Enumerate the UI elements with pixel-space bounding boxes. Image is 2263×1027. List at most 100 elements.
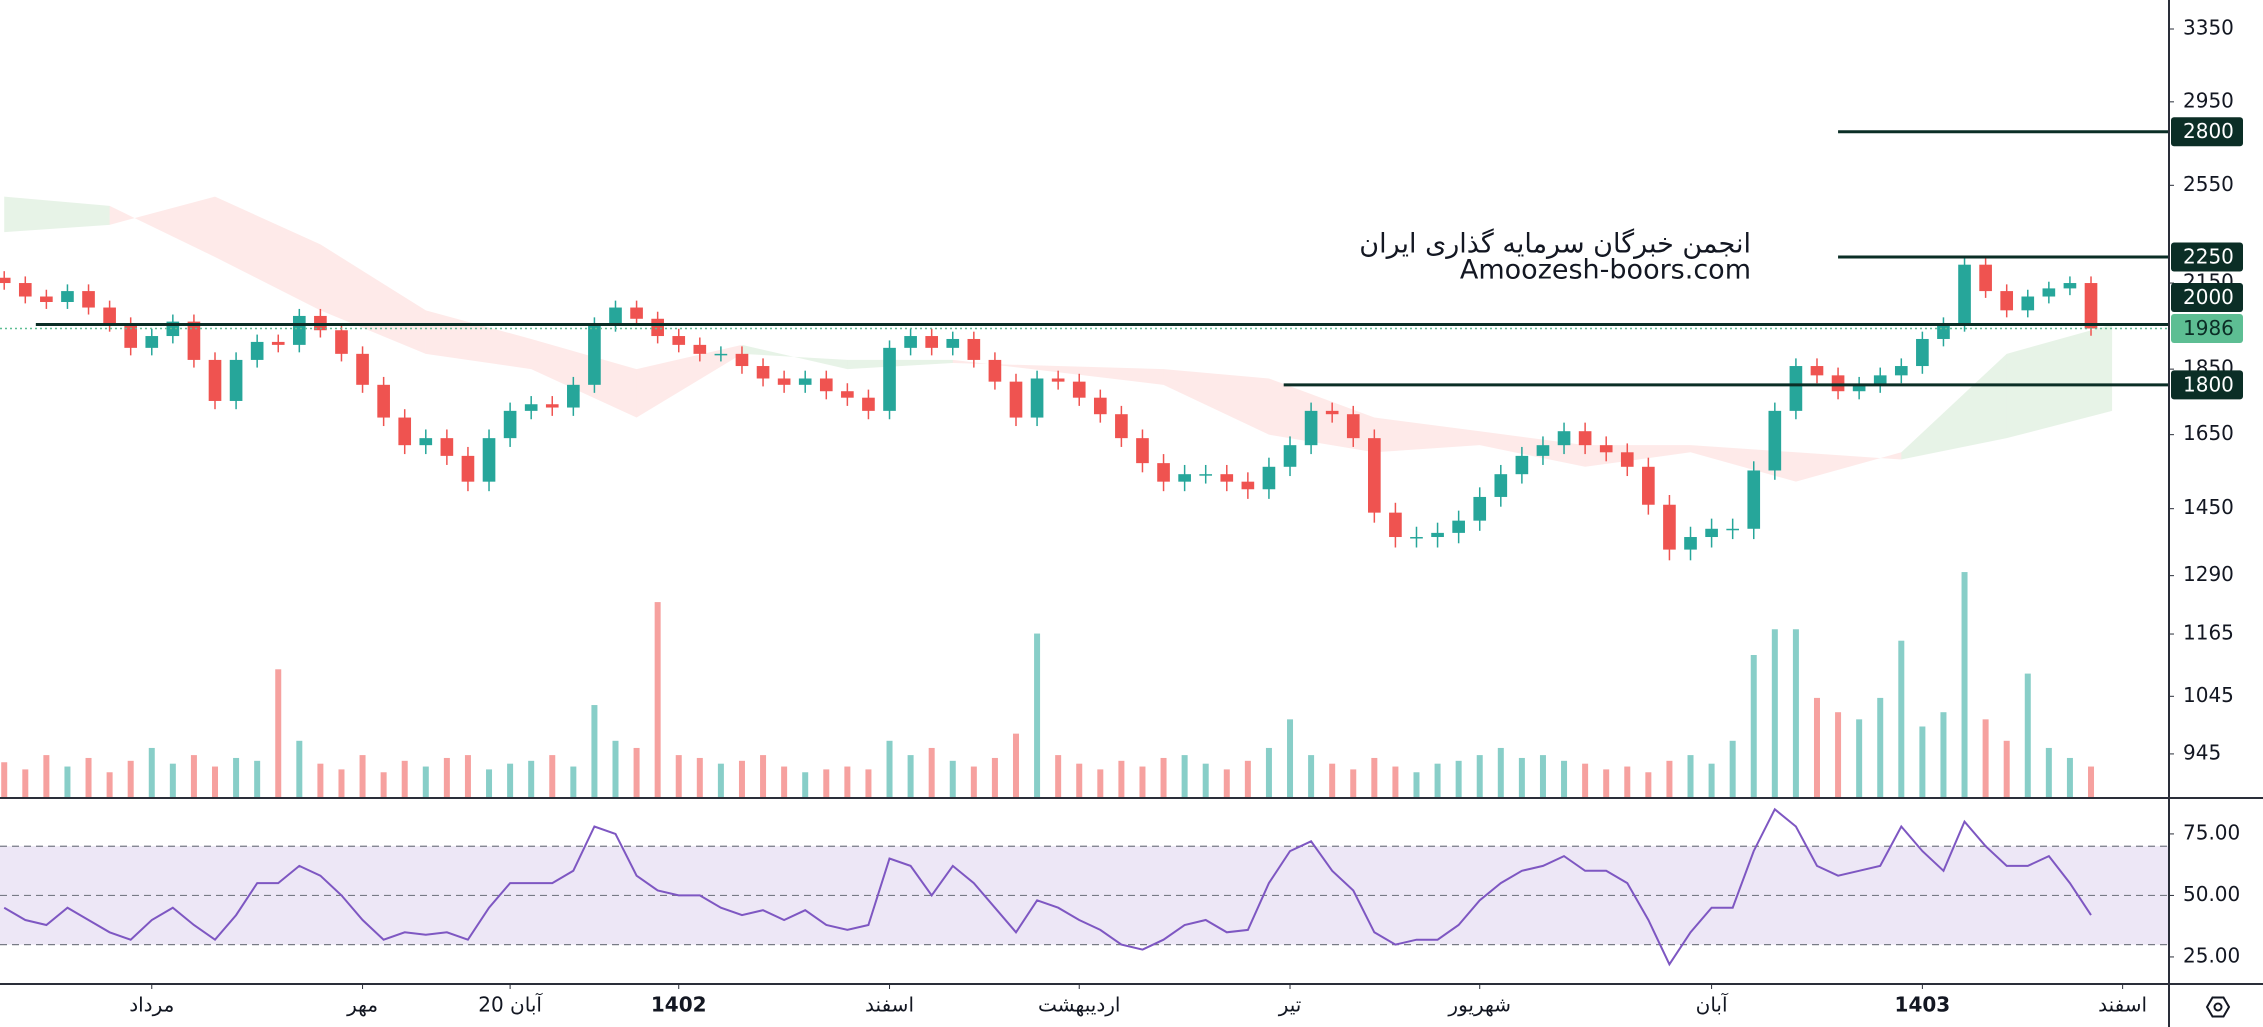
candle-body (1262, 466, 1276, 490)
candle-body (398, 417, 412, 446)
volume-bar (1350, 769, 1357, 798)
candle-body (714, 353, 728, 356)
cloud-segment (320, 244, 426, 354)
volume-bar (1265, 747, 1272, 798)
settings-dot[interactable] (2213, 1002, 2223, 1012)
volume-bar (1750, 655, 1757, 798)
volume-bar (1055, 755, 1062, 798)
x-tick-label: اسفند (865, 993, 914, 1017)
volume-bar (2088, 766, 2095, 798)
cloud-segment (531, 338, 637, 418)
candle-body (1115, 414, 1128, 439)
volume-bar (1518, 757, 1525, 798)
candle-body (777, 378, 791, 385)
candle-body (1831, 375, 1845, 392)
volume-bar (1771, 629, 1778, 798)
y-tick-label: 2950 (2183, 88, 2234, 112)
candle-body (967, 338, 981, 360)
y-tick-label: 2550 (2183, 172, 2234, 196)
volume-bar (1329, 763, 1336, 798)
volume-bar (823, 769, 830, 798)
candle-body (1578, 431, 1592, 446)
volume-bar (169, 763, 176, 798)
y-tick-label: 1450 (2183, 495, 2234, 519)
candle-body (1241, 481, 1255, 490)
candle-body (883, 347, 896, 411)
volume-bar (296, 740, 303, 798)
candle-body (292, 315, 306, 345)
candle-body (1873, 375, 1887, 385)
volume-bar (380, 772, 387, 798)
volume-bar (464, 755, 471, 798)
volume-bar (781, 766, 788, 798)
cloud-segment (1479, 431, 1586, 467)
volume-bar (1645, 772, 1652, 798)
candle-body (61, 291, 74, 303)
volume-bar (907, 755, 914, 798)
candle-body (1642, 466, 1655, 505)
candle-body (419, 438, 433, 446)
candle-body (1304, 410, 1318, 446)
volume-bar (1666, 760, 1673, 798)
candle-body (1051, 378, 1065, 382)
settings-hexagon[interactable] (2205, 996, 2231, 1018)
volume-bar (401, 760, 408, 798)
candle-body (925, 336, 939, 348)
rsi-tick-label: 75.00 (2183, 820, 2240, 844)
cloud-segment (1901, 353, 2007, 460)
level-tag (2171, 117, 2243, 147)
candle-body (335, 330, 348, 354)
x-tick-label: 1402 (651, 993, 707, 1017)
volume-bar (886, 740, 893, 798)
candle-body (1325, 410, 1339, 415)
y-tick-label: 3350 (2183, 16, 2234, 40)
volume-bar (1097, 769, 1104, 798)
y-tick-label: 1165 (2183, 621, 2234, 645)
candle-body (1726, 528, 1739, 531)
candle-body (819, 378, 833, 392)
x-tick-label: 20 آبان (478, 992, 543, 1017)
volume-bar (1476, 755, 1483, 798)
candle-body (1684, 537, 1697, 550)
candle-body (1346, 414, 1360, 439)
candle-body (1599, 445, 1613, 453)
volume-bar (1371, 757, 1378, 798)
cloud-segment (1058, 366, 1164, 385)
candle-body (1705, 528, 1718, 538)
level-tag (2171, 370, 2243, 400)
volume-bar (85, 757, 92, 798)
candle-body (756, 366, 770, 379)
candle-body (250, 341, 264, 360)
volume-bar (2024, 673, 2031, 798)
y-tick-label: 1045 (2183, 683, 2234, 707)
volume-bar (1308, 755, 1315, 798)
volume-bar (612, 740, 619, 798)
candle-body (735, 353, 749, 367)
axis-layer: 3350295025502150185016501450129011651045… (129, 16, 2243, 1017)
candle-body (1663, 504, 1676, 550)
candle-body (841, 391, 854, 398)
cloud-segment (952, 359, 1059, 373)
volume-bar (1139, 766, 1146, 798)
volume-bar (1160, 757, 1167, 798)
volume-bar (1413, 772, 1420, 798)
volume-bar (338, 769, 345, 798)
candle-body (1368, 438, 1381, 513)
volume-bar (43, 755, 50, 798)
candle-body (693, 344, 707, 354)
y-tick-label: 1290 (2183, 562, 2234, 586)
volume-bar (148, 747, 155, 798)
candle-body (82, 291, 95, 308)
candle-body (1747, 470, 1761, 529)
candle-body (0, 277, 11, 284)
settings-icon[interactable] (2205, 996, 2231, 1018)
volume-bar (1392, 766, 1399, 798)
level-tag (2171, 282, 2243, 312)
volume-bar (970, 766, 977, 798)
rsi-tick-label: 25.00 (2183, 943, 2240, 967)
cloud-segment (2006, 324, 2113, 439)
volume-bar (802, 772, 809, 798)
volume-bar (1687, 755, 1694, 798)
volume-bar (633, 747, 640, 798)
